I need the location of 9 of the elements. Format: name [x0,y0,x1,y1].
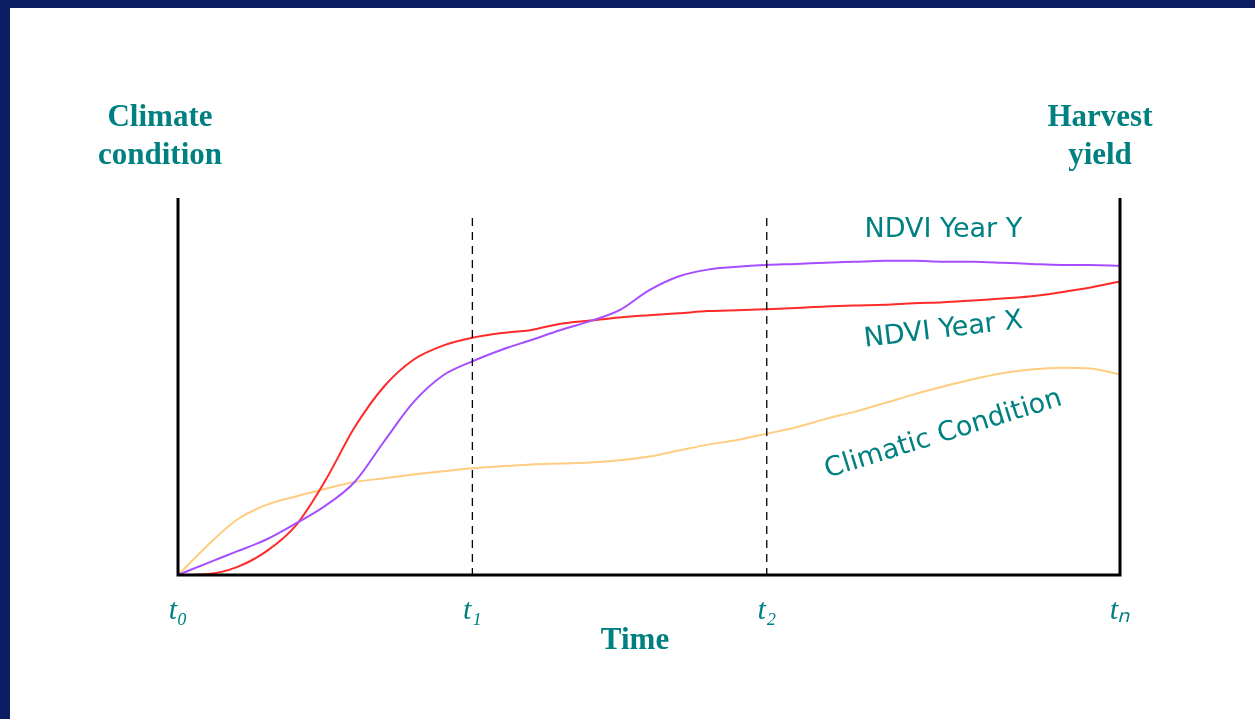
x-tick-label: t₀ [168,591,188,625]
y2-axis-title: Harvest yield [1046,97,1154,173]
x-axis-title: Time [599,620,671,658]
x-tick-label: t₁ [462,591,482,625]
series-label: NDVI Year Y [864,211,1023,243]
y-axis-title: Climate condition [97,97,223,173]
text: NDVI Year X [861,302,1025,353]
x-tick-label: tₙ [1109,591,1131,625]
x-tick-label: t₂ [757,591,777,625]
